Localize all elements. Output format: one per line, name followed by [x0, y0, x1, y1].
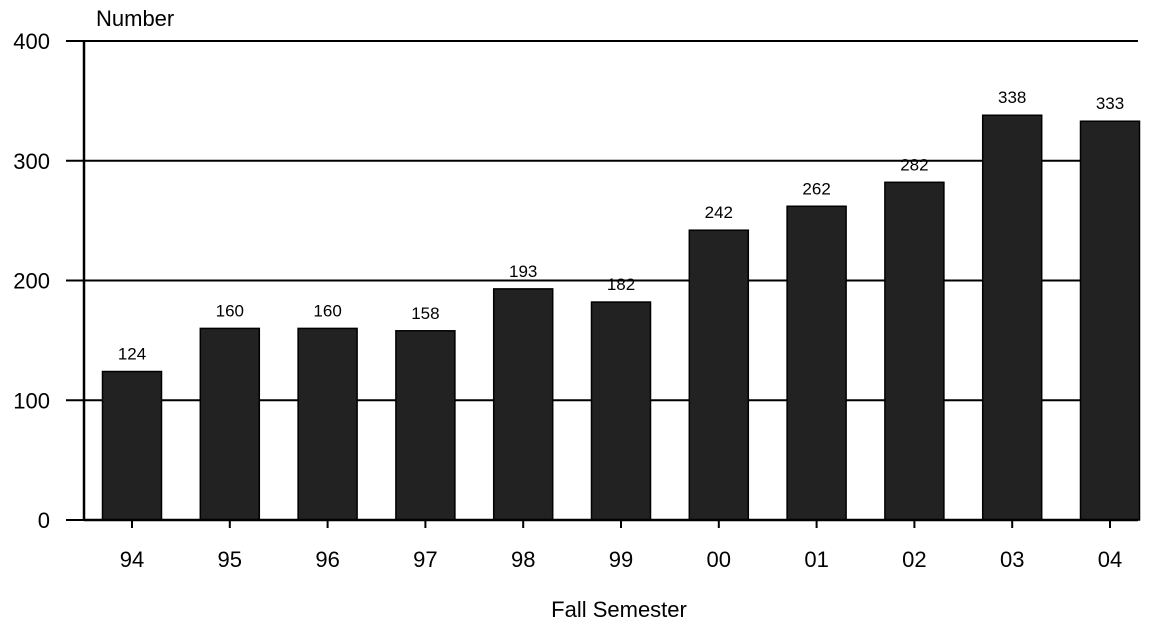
bar-98	[492, 288, 554, 521]
x-tick-label-96: 96	[315, 547, 339, 572]
x-tick-label-94: 94	[120, 547, 144, 572]
data-label-03: 338	[998, 88, 1026, 107]
data-label-99: 182	[607, 275, 635, 294]
bar-96	[297, 327, 358, 521]
data-label-00: 242	[705, 203, 733, 222]
x-tick-label-00: 00	[707, 547, 731, 572]
y-tick-label: 100	[13, 388, 50, 413]
bar-00	[688, 229, 750, 521]
data-label-02: 282	[900, 155, 928, 174]
x-tick-label-01: 01	[804, 547, 828, 572]
x-tick-label-95: 95	[218, 547, 242, 572]
y-tick-label: 300	[13, 149, 50, 174]
bar-99	[590, 301, 652, 521]
x-tick-label-03: 03	[1000, 547, 1024, 572]
x-axis-title: Fall Semester	[551, 597, 687, 622]
data-label-94: 124	[118, 345, 146, 364]
bars	[101, 114, 1141, 521]
y-tick-label: 400	[13, 29, 50, 54]
bar-03	[981, 114, 1043, 521]
x-tick-label-04: 04	[1098, 547, 1122, 572]
bar-97	[395, 330, 456, 521]
bar-02	[884, 181, 945, 521]
data-label-96: 160	[313, 301, 341, 320]
bar-01	[786, 205, 847, 521]
data-label-01: 262	[802, 179, 830, 198]
bar-95	[199, 327, 261, 521]
x-tick-label-97: 97	[413, 547, 437, 572]
data-label-95: 160	[216, 301, 244, 320]
bar-04	[1079, 120, 1141, 521]
data-label-98: 193	[509, 262, 537, 281]
y-tick-label: 200	[13, 269, 50, 294]
x-tick-label-99: 99	[609, 547, 633, 572]
x-tick-label-02: 02	[902, 547, 926, 572]
bar-94	[101, 370, 163, 521]
data-label-97: 158	[411, 304, 439, 323]
y-axis-title: Number	[96, 6, 174, 31]
x-tick-label-98: 98	[511, 547, 535, 572]
data-labels: 124 160 160 158 193 182 242 262 282 338 333	[118, 88, 1124, 363]
axes: 0 100 200 300 400 94 95 96 97 98 99 00 01 02 03 04	[13, 29, 1138, 572]
y-tick-label: 0	[38, 508, 50, 533]
data-label-04: 333	[1096, 94, 1124, 113]
